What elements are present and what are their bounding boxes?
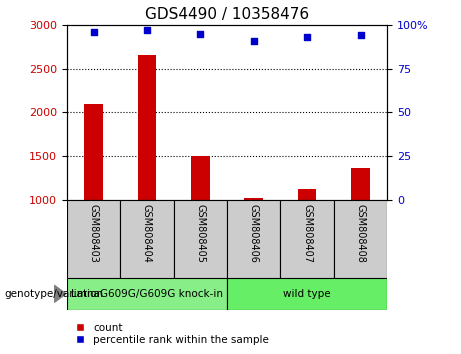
- Text: GSM808404: GSM808404: [142, 204, 152, 263]
- Point: [303, 34, 311, 40]
- FancyBboxPatch shape: [280, 200, 334, 278]
- Text: GSM808408: GSM808408: [355, 204, 366, 263]
- Bar: [137, 55, 156, 200]
- Text: genotype/variation: genotype/variation: [5, 289, 104, 299]
- Polygon shape: [54, 285, 66, 302]
- FancyBboxPatch shape: [67, 278, 227, 310]
- Point: [143, 27, 151, 33]
- Text: wild type: wild type: [284, 289, 331, 299]
- Legend: count, percentile rank within the sample: count, percentile rank within the sample: [65, 318, 273, 349]
- FancyBboxPatch shape: [334, 200, 387, 278]
- Point: [90, 29, 97, 35]
- Bar: [298, 189, 317, 200]
- Bar: [84, 104, 103, 200]
- Bar: [244, 198, 263, 200]
- Point: [250, 38, 257, 44]
- FancyBboxPatch shape: [227, 200, 280, 278]
- FancyBboxPatch shape: [174, 200, 227, 278]
- Text: GSM808405: GSM808405: [195, 204, 205, 263]
- Title: GDS4490 / 10358476: GDS4490 / 10358476: [145, 7, 309, 22]
- FancyBboxPatch shape: [227, 278, 387, 310]
- Bar: [351, 167, 370, 200]
- Point: [197, 31, 204, 36]
- Text: GSM808403: GSM808403: [89, 204, 99, 263]
- Point: [357, 33, 364, 38]
- Bar: [191, 156, 210, 200]
- FancyBboxPatch shape: [67, 200, 120, 278]
- FancyBboxPatch shape: [120, 200, 174, 278]
- Text: GSM808406: GSM808406: [249, 204, 259, 263]
- Text: GSM808407: GSM808407: [302, 204, 312, 263]
- Text: LmnaG609G/G609G knock-in: LmnaG609G/G609G knock-in: [71, 289, 223, 299]
